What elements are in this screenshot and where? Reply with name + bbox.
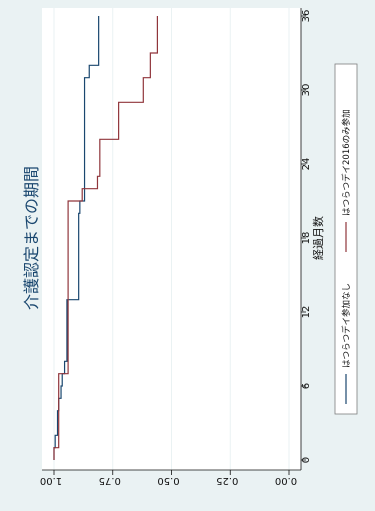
series-line-2 [53,16,158,460]
series-layer [53,16,158,460]
x-tick-label: 24 [301,158,312,171]
x-axis-title: 経過月数 [312,216,325,260]
x-tick-label: 18 [301,232,312,245]
series-line-1 [53,16,100,460]
y-tick-label: 0.75 [99,475,121,486]
legend-label-series-1: はつらつデイ参加なし [341,283,352,368]
axis-layer: 1.00 0.75 0.50 0.25 0.00 0 6 12 18 24 30 36 [40,8,312,486]
x-tick-label: 12 [301,306,312,319]
x-tick-label: 6 [301,383,312,389]
y-tick-label: 1.00 [40,475,62,486]
grid-layer [53,8,290,470]
y-tick-label: 0.50 [157,475,179,486]
chart-title: 介護認定までの期間 [22,166,41,310]
y-tick-label: 0.00 [275,475,297,486]
x-tick-label: 30 [301,84,312,97]
legend: はつらつデイ参加なし はつらつデイ2016のみ参加 [334,63,358,415]
x-tick-label: 0 [301,457,312,463]
y-tick-label: 0.25 [216,475,238,486]
legend-label-series-2: はつらつデイ2016のみ参加 [341,109,352,216]
x-tick-label: 36 [301,10,312,23]
